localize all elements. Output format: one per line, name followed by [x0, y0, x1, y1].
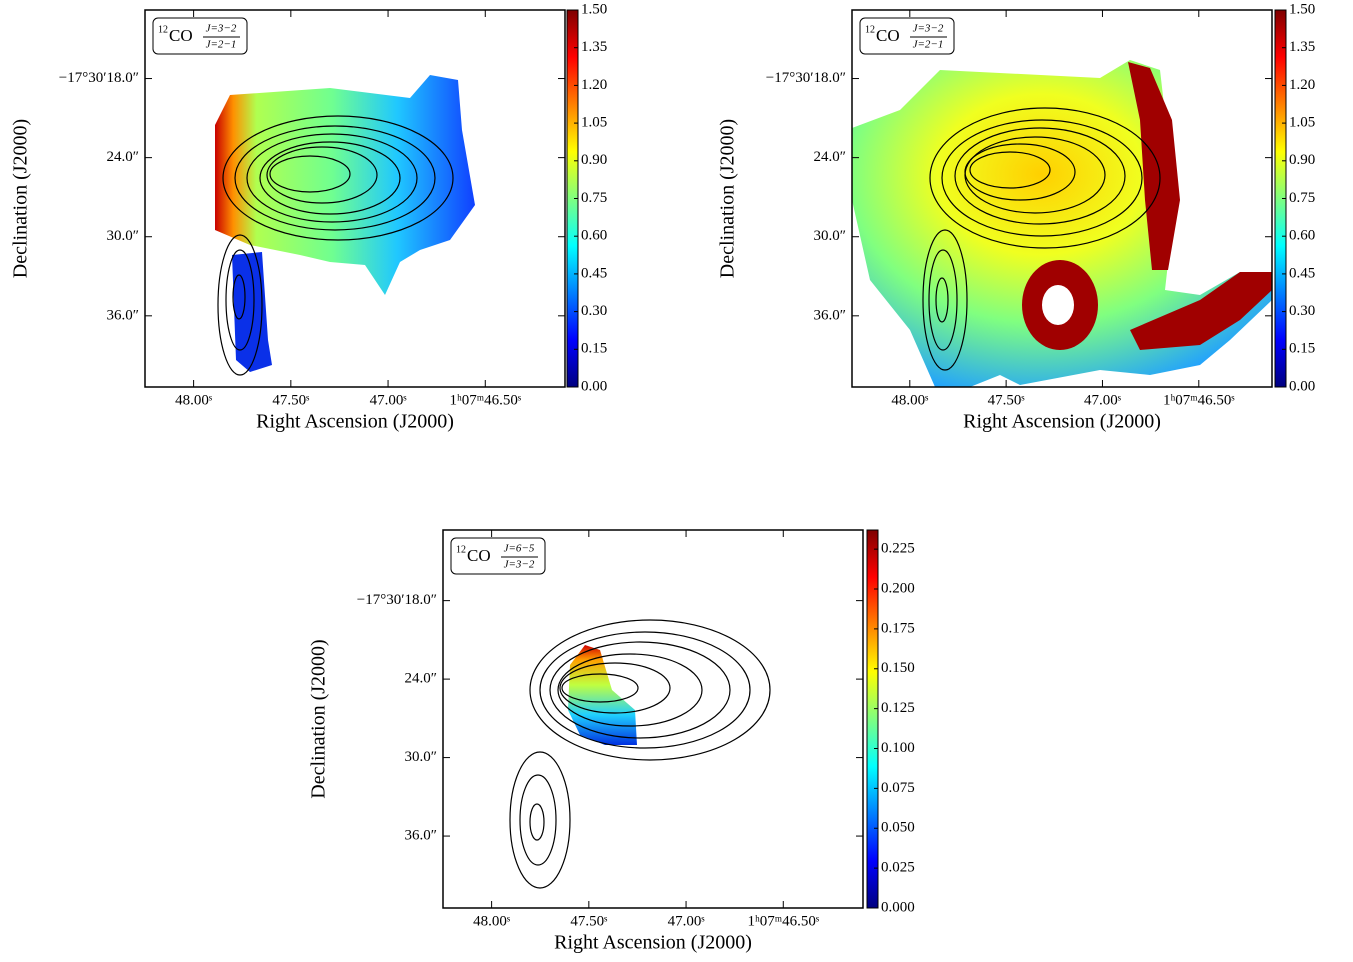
colorbar-tick-label: 0.200: [881, 580, 915, 596]
y-axis-label: Declination (J2000): [717, 119, 739, 278]
y-tick-label: 24.0″: [107, 149, 140, 165]
colorbar-tick-label: 0.15: [1289, 341, 1315, 357]
legend-isotope: 12: [158, 24, 168, 35]
colorbar-tick-label: 0.125: [881, 700, 915, 716]
colorbar-tick-label: 0.75: [1289, 190, 1315, 206]
legend-denominator: J=2−1: [913, 39, 944, 51]
colorbar-tick-label: 0.30: [581, 303, 607, 319]
y-tick-label: 30.0″: [405, 749, 438, 765]
colorbar-tick-label: 0.00: [581, 378, 607, 394]
legend-denominator: J=2−1: [206, 39, 237, 51]
x-tick-label: 48.00ˢ: [175, 392, 212, 408]
x-axis-label: Right Ascension (J2000): [963, 411, 1161, 433]
x-tick-label: 47.50ˢ: [272, 392, 309, 408]
plot-frame: [443, 530, 863, 908]
legend-numerator: J=3−2: [206, 23, 237, 35]
colorbar-tick-label: 1.05: [581, 115, 607, 131]
x-tick-label: 48.00ˢ: [891, 392, 928, 408]
colorbar-tick-label: 1.35: [1289, 39, 1315, 55]
y-tick-label: −17°30′18.0″: [766, 70, 846, 86]
colorbar-tick-label: 1.35: [581, 39, 607, 55]
x-tick-label: 48.00ˢ: [473, 913, 510, 929]
y-tick-label: 36.0″: [814, 307, 847, 323]
colorbar-tick-label: 1.20: [581, 77, 607, 93]
colorbar-tick-label: 0.60: [1289, 228, 1315, 244]
legend-molecule: CO: [876, 26, 900, 45]
colorbar-tick-label: 1.20: [1289, 77, 1315, 93]
y-tick-label: 30.0″: [107, 228, 140, 244]
colorbar-tick-label: 0.60: [581, 228, 607, 244]
colorbar-tick-label: 0.225: [881, 541, 915, 557]
colorbar-tick-label: 0.45: [1289, 265, 1315, 281]
colorbar-tick-label: 0.15: [581, 341, 607, 357]
legend-isotope: 12: [456, 544, 466, 555]
y-tick-label: 24.0″: [814, 149, 847, 165]
x-tick-label: 47.00ˢ: [668, 913, 705, 929]
colorbar-tick-label: 0.00: [1289, 378, 1315, 394]
colorbar-tick-label: 0.100: [881, 740, 915, 756]
colorbar-tick-label: 0.000: [881, 899, 915, 915]
colorbar-tick-label: 0.175: [881, 620, 915, 636]
colorbar-tick-label: 0.075: [881, 780, 915, 796]
contour: [520, 775, 556, 865]
y-axis-label: Declination (J2000): [10, 119, 32, 278]
colorbar-tick-label: 0.150: [881, 660, 915, 676]
contour: [530, 620, 770, 760]
colorbar-tick-label: 0.30: [1289, 303, 1315, 319]
colorbar-tick-label: 1.50: [581, 1, 607, 17]
x-tick-label: 1ʰ07ᵐ46.50ˢ: [449, 392, 521, 408]
legend-numerator: J=3−2: [913, 23, 944, 35]
legend-isotope: 12: [865, 24, 875, 35]
colorbar-tick-label: 0.90: [581, 152, 607, 168]
colorbar-tick-label: 0.90: [1289, 152, 1315, 168]
colorbar: [867, 530, 878, 908]
y-tick-label: −17°30′18.0″: [357, 592, 437, 608]
colorbar-tick-label: 0.45: [581, 265, 607, 281]
contour: [530, 804, 544, 840]
x-axis-label: Right Ascension (J2000): [256, 411, 454, 433]
y-tick-label: −17°30′18.0″: [59, 70, 139, 86]
legend-numerator: J=6−5: [504, 543, 535, 555]
figure: 48.00ˢ 47.50ˢ 47.00ˢ 1ʰ07ᵐ46.50ˢ −17°30′18.0…: [0, 0, 1353, 962]
contour: [510, 752, 570, 888]
y-tick-label: 36.0″: [107, 307, 140, 323]
y-tick-label: 30.0″: [814, 228, 847, 244]
x-tick-label: 47.50ˢ: [988, 392, 1025, 408]
x-tick-label: 47.00ˢ: [370, 392, 407, 408]
x-axis-label: Right Ascension (J2000): [554, 932, 752, 954]
colorbar-tick-label: 0.75: [581, 190, 607, 206]
y-tick-label: 24.0″: [405, 671, 438, 687]
x-tick-label: 1ʰ07ᵐ46.50ˢ: [747, 913, 819, 929]
colorbar-tick-label: 0.025: [881, 860, 915, 876]
x-tick-label: 47.00ˢ: [1084, 392, 1121, 408]
colorbar-tick-label: 1.50: [1289, 1, 1315, 17]
y-tick-label: 36.0″: [405, 827, 438, 843]
legend-molecule: CO: [467, 546, 491, 565]
x-tick-label: 47.50ˢ: [570, 913, 607, 929]
legend-molecule: CO: [169, 26, 193, 45]
colorbar-tick-label: 0.050: [881, 820, 915, 836]
x-tick-label: 1ʰ07ᵐ46.50ˢ: [1163, 392, 1235, 408]
colorbar-tick-label: 1.05: [1289, 115, 1315, 131]
legend-denominator: J=3−2: [504, 559, 535, 571]
y-axis-label: Declination (J2000): [308, 639, 330, 798]
